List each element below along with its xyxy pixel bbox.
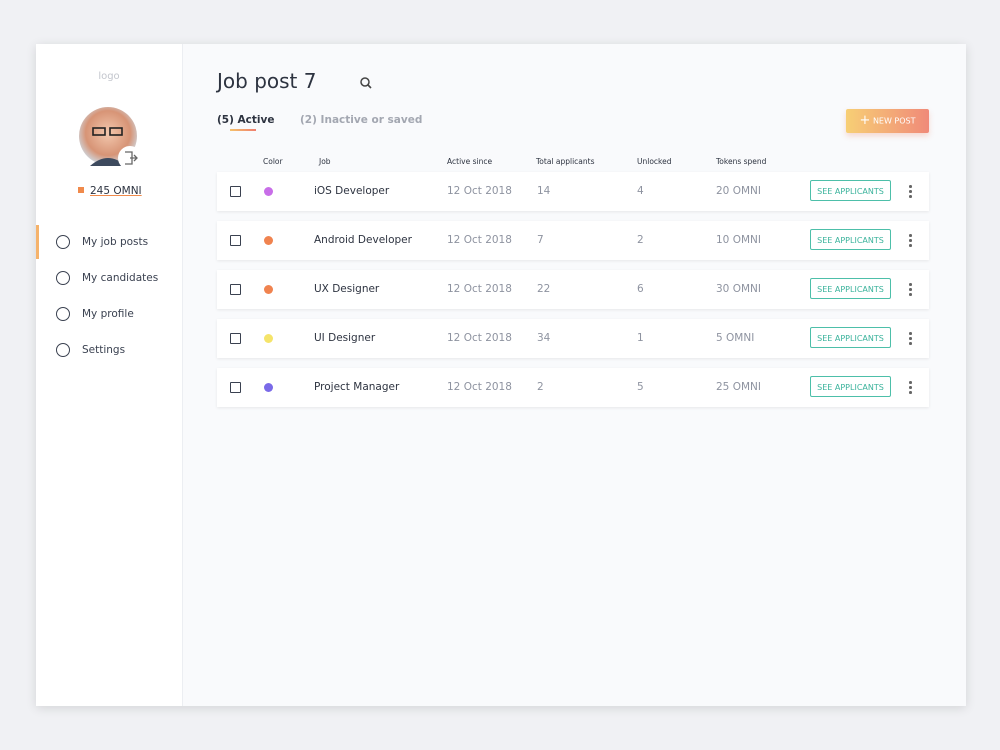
active-indicator bbox=[36, 225, 39, 259]
token-icon bbox=[78, 187, 84, 193]
see-applicants-button[interactable]: SEE APPLICANTS bbox=[810, 180, 891, 201]
cell: 34 bbox=[537, 332, 551, 344]
cell: 12 Oct 2018 bbox=[447, 234, 512, 246]
column-header: Tokens spend bbox=[716, 157, 767, 166]
nav-item[interactable]: My candidates bbox=[82, 272, 159, 284]
column-header: Unlocked bbox=[637, 157, 672, 166]
column-header: Color bbox=[263, 157, 283, 166]
menu-dot bbox=[909, 190, 912, 193]
cell: 12 Oct 2018 bbox=[447, 185, 512, 197]
cell: 1 bbox=[637, 332, 644, 344]
menu-dot bbox=[909, 332, 912, 335]
job-title: UX Designer bbox=[314, 283, 380, 295]
cell: 12 Oct 2018 bbox=[447, 381, 512, 393]
checkbox[interactable] bbox=[230, 382, 241, 393]
cell: 4 bbox=[637, 185, 644, 197]
cell: 7 bbox=[537, 234, 544, 246]
menu-dot bbox=[909, 293, 912, 296]
new-post-button[interactable]: + NEW POST bbox=[846, 109, 929, 133]
cell: 6 bbox=[637, 283, 644, 295]
tab-active[interactable]: (5) Active bbox=[217, 114, 275, 126]
cell: 22 bbox=[537, 283, 551, 295]
checkbox[interactable] bbox=[230, 186, 241, 197]
column-header: Total applicants bbox=[536, 157, 595, 166]
search-icon[interactable] bbox=[359, 76, 373, 90]
sidebar: logo 245 OMNI My job posts My candidates M… bbox=[36, 44, 183, 706]
menu-dot bbox=[909, 244, 912, 247]
more-menu[interactable] bbox=[909, 234, 913, 248]
checkbox[interactable] bbox=[230, 284, 241, 295]
job-title: Android Developer bbox=[314, 234, 412, 246]
menu-dot bbox=[909, 342, 912, 345]
cell: 2 bbox=[537, 381, 544, 393]
menu-dot bbox=[909, 185, 912, 188]
table-row: Project Manager 12 Oct 2018 2 5 25 OMNI SEE A… bbox=[217, 368, 929, 407]
nav-icon bbox=[56, 343, 70, 357]
table-row: iOS Developer 12 Oct 2018 14 4 20 OMNI SEE AP… bbox=[217, 172, 929, 211]
menu-dot bbox=[909, 337, 912, 340]
cell: 5 bbox=[637, 381, 644, 393]
cell: 5 OMNI bbox=[716, 332, 755, 344]
checkbox[interactable] bbox=[230, 235, 241, 246]
avatar[interactable] bbox=[78, 106, 144, 172]
job-title: Project Manager bbox=[314, 381, 400, 393]
color-dot bbox=[264, 285, 273, 294]
more-menu[interactable] bbox=[909, 283, 913, 297]
nav-item[interactable]: My job posts bbox=[82, 236, 149, 248]
job-title: iOS Developer bbox=[314, 185, 390, 197]
tab-underline bbox=[230, 129, 256, 131]
color-dot bbox=[264, 334, 273, 343]
checkbox[interactable] bbox=[230, 333, 241, 344]
cell: 2 bbox=[637, 234, 644, 246]
color-dot bbox=[264, 383, 273, 392]
column-header: Active since bbox=[447, 157, 493, 166]
balance[interactable]: 245 OMNI bbox=[90, 185, 142, 197]
cell: 12 Oct 2018 bbox=[447, 332, 512, 344]
cell: 30 OMNI bbox=[716, 283, 761, 295]
menu-dot bbox=[909, 381, 912, 384]
color-dot bbox=[264, 187, 273, 196]
menu-dot bbox=[909, 288, 912, 291]
page-title: Job post 7 bbox=[217, 69, 317, 93]
cell: 20 OMNI bbox=[716, 185, 761, 197]
see-applicants-button[interactable]: SEE APPLICANTS bbox=[810, 278, 891, 299]
job-title: UI Designer bbox=[314, 332, 376, 344]
color-dot bbox=[264, 236, 273, 245]
more-menu[interactable] bbox=[909, 381, 913, 395]
cell: 10 OMNI bbox=[716, 234, 761, 246]
nav-item[interactable]: My profile bbox=[82, 308, 134, 320]
cell: 14 bbox=[537, 185, 551, 197]
more-menu[interactable] bbox=[909, 185, 913, 199]
nav-icon bbox=[56, 307, 70, 321]
see-applicants-button[interactable]: SEE APPLICANTS bbox=[810, 229, 891, 250]
app-window: logo 245 OMNI My job posts My candidates M… bbox=[36, 44, 966, 706]
menu-dot bbox=[909, 283, 912, 286]
menu-dot bbox=[909, 386, 912, 389]
column-header: Job bbox=[319, 157, 331, 166]
see-applicants-button[interactable]: SEE APPLICANTS bbox=[810, 327, 891, 348]
menu-dot bbox=[909, 391, 912, 394]
tab-inactive[interactable]: (2) Inactive or saved bbox=[300, 114, 423, 126]
nav-item[interactable]: Settings bbox=[82, 344, 126, 356]
menu-dot bbox=[909, 239, 912, 242]
more-menu[interactable] bbox=[909, 332, 913, 346]
see-applicants-button[interactable]: SEE APPLICANTS bbox=[810, 376, 891, 397]
new-post-label: NEW POST bbox=[872, 116, 916, 126]
menu-dot bbox=[909, 195, 912, 198]
nav-icon bbox=[56, 271, 70, 285]
menu-dot bbox=[909, 234, 912, 237]
nav-icon bbox=[56, 235, 70, 249]
logo: logo bbox=[98, 71, 120, 82]
table-row: Android Developer 12 Oct 2018 7 2 10 OMNI SEE… bbox=[217, 221, 929, 260]
table-row: UX Designer 12 Oct 2018 22 6 30 OMNI SEE APPL… bbox=[217, 270, 929, 309]
cell: 12 Oct 2018 bbox=[447, 283, 512, 295]
table-row: UI Designer 12 Oct 2018 34 1 5 OMNI SEE APPLI… bbox=[217, 319, 929, 358]
cell: 25 OMNI bbox=[716, 381, 761, 393]
